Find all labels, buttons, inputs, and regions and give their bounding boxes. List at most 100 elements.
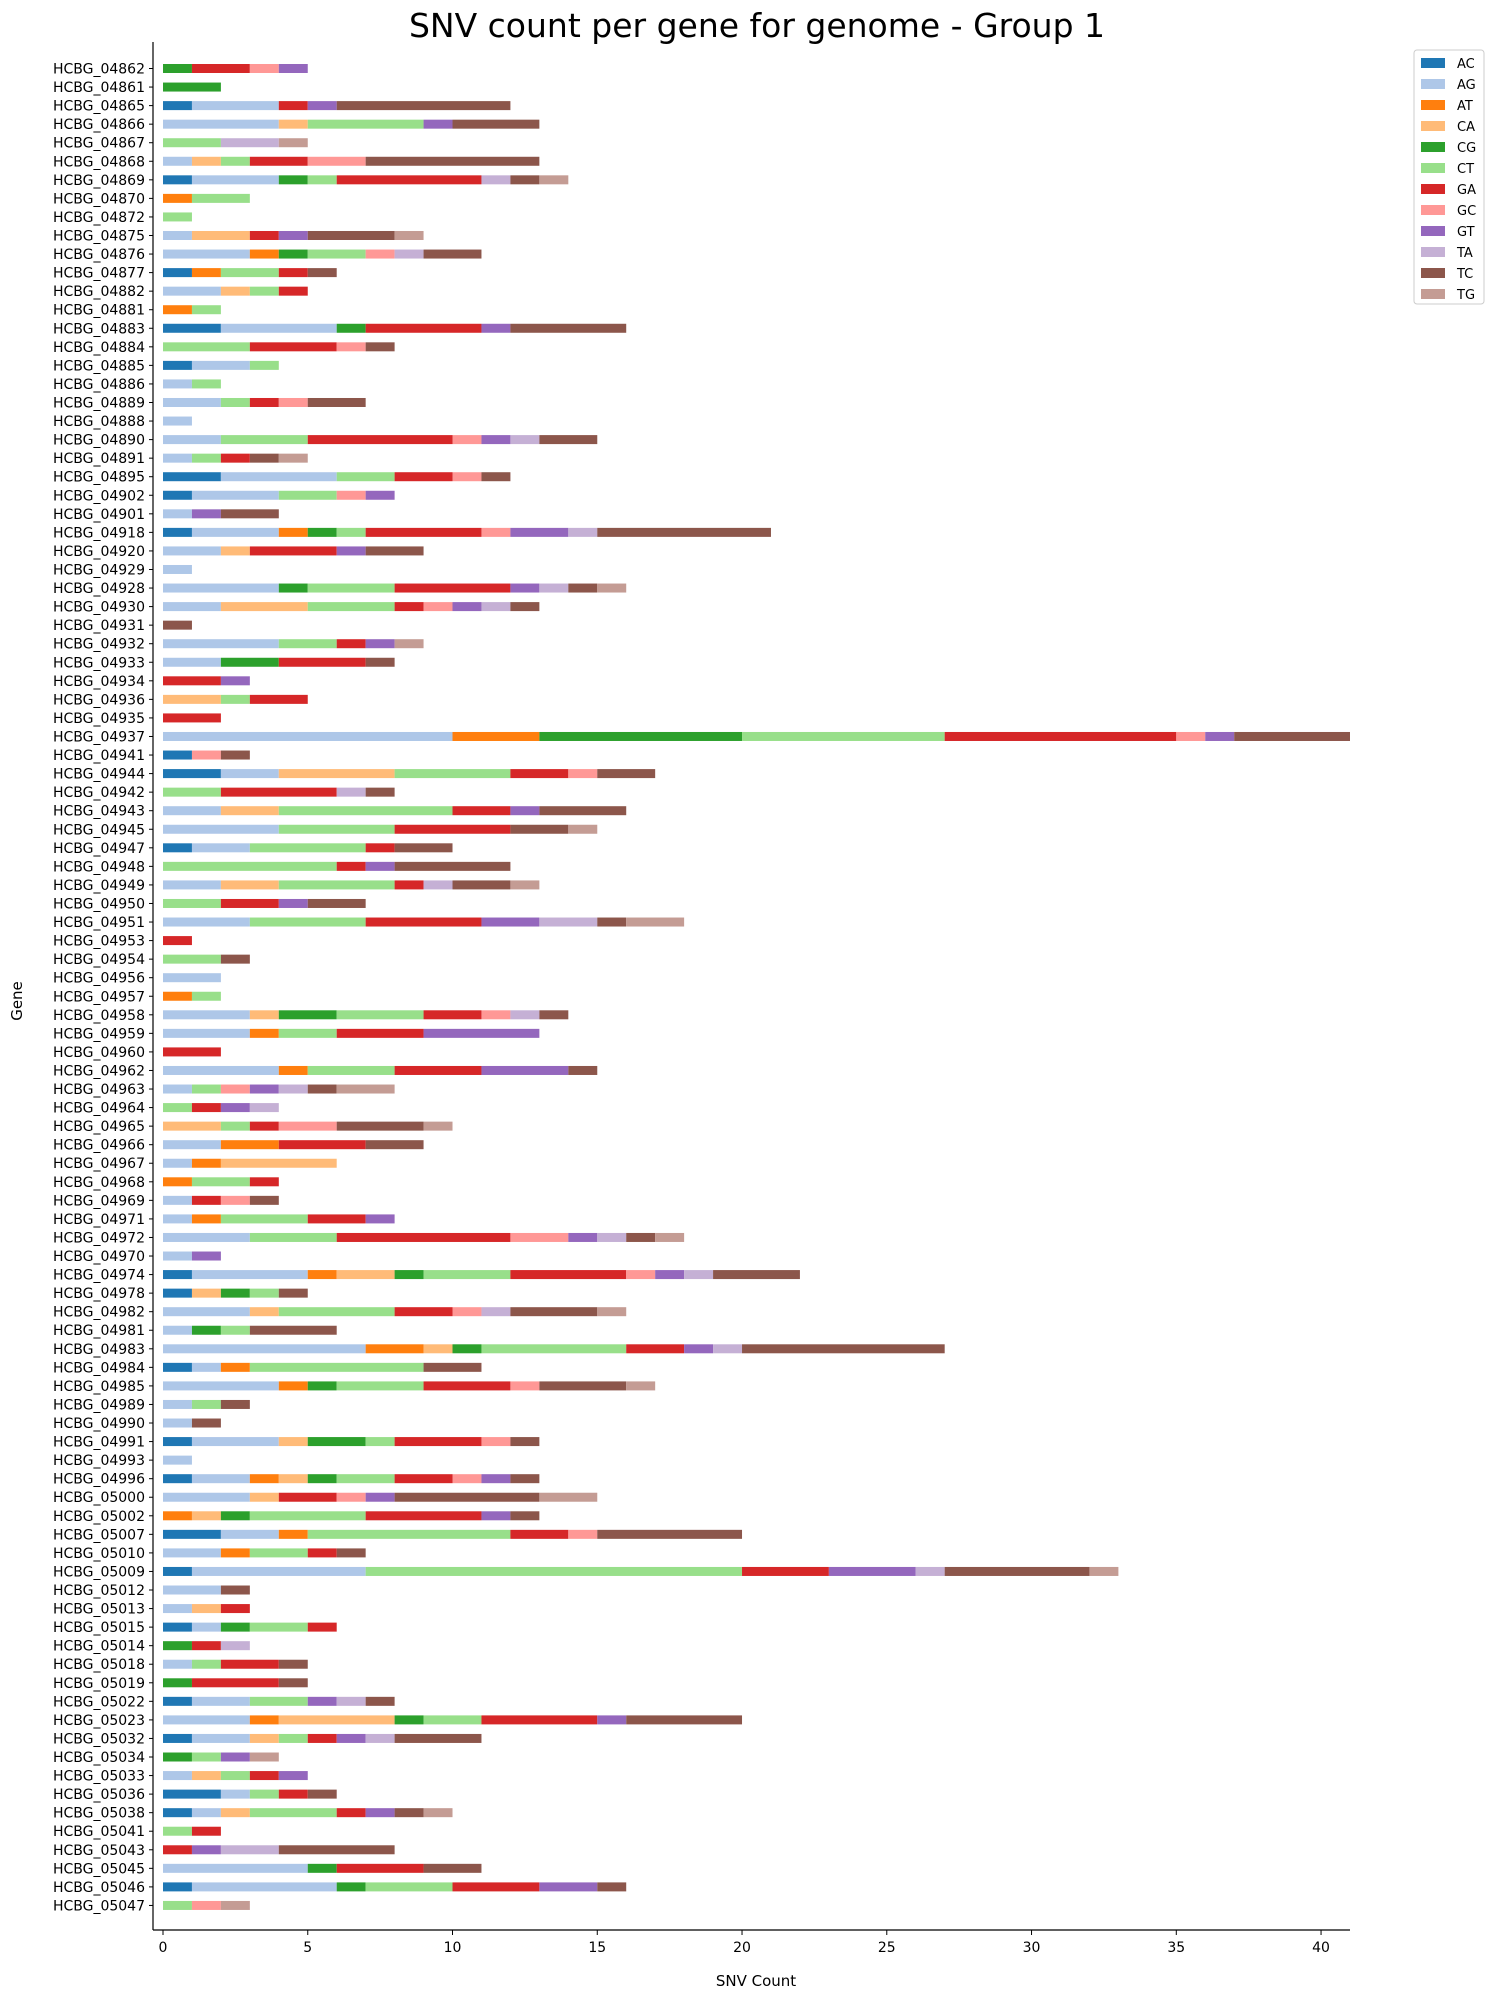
bar-segment-HCBG_05023-CA <box>278 1715 395 1725</box>
bar-segment-HCBG_05000-TC <box>394 1492 540 1502</box>
bar-segment-HCBG_04950-GA <box>220 898 279 908</box>
y-tick-label: HCBG_05012 <box>53 1583 145 1599</box>
bar-segment-HCBG_04930-AG <box>163 602 221 612</box>
bar-segment-HCBG_04972-GT <box>568 1232 598 1242</box>
legend-label-TC: TC <box>1456 267 1473 282</box>
legend-swatch-TG <box>1421 289 1445 299</box>
bar-segment-HCBG_04972-TG <box>655 1232 685 1242</box>
y-tick-label: HCBG_04991 <box>53 1435 145 1451</box>
bar-segment-HCBG_04949-CT <box>278 880 395 890</box>
bar-segment-HCBG_04918-AC <box>163 527 192 537</box>
bar-segment-HCBG_04985-GC <box>510 1381 540 1391</box>
bar-segment-HCBG_04989-AG <box>163 1399 192 1409</box>
bar-segment-HCBG_04962-AG <box>163 1065 279 1075</box>
bar-segment-HCBG_04984-TC <box>423 1362 482 1372</box>
bar-segment-HCBG_04991-CT <box>365 1437 395 1447</box>
bar-segment-HCBG_04996-CA <box>278 1474 308 1484</box>
bar-segment-HCBG_04883-GA <box>365 323 482 333</box>
bar-segment-HCBG_04966-AT <box>220 1140 279 1150</box>
y-tick-label: HCBG_04969 <box>53 1193 145 1209</box>
bar-segment-HCBG_04953-GA <box>163 936 192 946</box>
bar-segment-HCBG_05009-TG <box>1089 1566 1119 1576</box>
bar-segment-HCBG_04996-CG <box>307 1474 337 1484</box>
bar-segment-HCBG_05009-CT <box>365 1566 743 1576</box>
bar-segment-HCBG_04974-AG <box>191 1270 308 1280</box>
bar-segment-HCBG_04985-AG <box>163 1381 279 1391</box>
bar-segment-HCBG_04886-CT <box>191 379 221 389</box>
y-tick-label: HCBG_05047 <box>53 1898 145 1914</box>
bar-segment-HCBG_04958-GA <box>423 1010 482 1020</box>
bar-segment-HCBG_04971-GA <box>307 1214 366 1224</box>
bar-segment-HCBG_04951-TC <box>597 917 627 927</box>
y-tick-label: HCBG_04876 <box>53 247 145 263</box>
bar-segment-HCBG_04891-AG <box>163 453 192 463</box>
bar-segment-HCBG_04932-GT <box>365 639 395 649</box>
bar-segment-HCBG_05009-GA <box>742 1566 829 1576</box>
y-tick-label: HCBG_05034 <box>53 1750 145 1766</box>
bar-segment-HCBG_04963-GT <box>249 1084 279 1094</box>
bar-segment-HCBG_05023-CG <box>394 1715 424 1725</box>
bar-segment-HCBG_05019-GA <box>191 1678 279 1688</box>
bar-segment-HCBG_04949-TA <box>423 880 453 890</box>
y-tick-label: HCBG_05019 <box>53 1676 145 1692</box>
bar-segment-HCBG_04971-AT <box>191 1214 221 1224</box>
bar-segment-HCBG_04902-AC <box>163 490 192 500</box>
bar-segment-HCBG_05010-TC <box>336 1548 366 1558</box>
bar-segment-HCBG_04945-TC <box>510 824 569 834</box>
bar-segment-HCBG_04948-GA <box>336 861 366 871</box>
bar-segment-HCBG_04989-CT <box>191 1399 221 1409</box>
y-tick-label: HCBG_04971 <box>53 1212 145 1228</box>
bar-segment-HCBG_05002-AT <box>163 1511 192 1521</box>
bar-segment-HCBG_04970-GT <box>191 1251 221 1261</box>
bar-segment-HCBG_05022-TA <box>336 1696 366 1706</box>
bar-segment-HCBG_04882-GA <box>278 286 308 296</box>
bar-segment-HCBG_05032-CT <box>278 1733 308 1743</box>
y-tick-label: HCBG_04951 <box>53 915 145 931</box>
bar-segment-HCBG_04867-CT <box>163 138 221 148</box>
bar-segment-HCBG_04944-AC <box>163 769 221 779</box>
bar-segment-HCBG_04942-TC <box>365 787 395 797</box>
bar-segment-HCBG_05015-CG <box>220 1622 250 1632</box>
bar-segment-HCBG_04862-GT <box>278 64 308 73</box>
bar-segment-HCBG_04996-AC <box>163 1474 192 1484</box>
bar-segment-HCBG_05033-GT <box>278 1771 308 1781</box>
bar-segment-HCBG_04902-GC <box>336 490 366 500</box>
bar-segment-HCBG_05009-TC <box>944 1566 1090 1576</box>
bar-segment-HCBG_04996-GT <box>481 1474 511 1484</box>
bar-segment-HCBG_04974-GT <box>655 1270 685 1280</box>
bar-segment-HCBG_04895-GA <box>394 472 453 482</box>
bar-segment-HCBG_04982-CT <box>278 1307 395 1317</box>
bar-segment-HCBG_04949-AG <box>163 880 221 890</box>
bar-segment-HCBG_04883-TC <box>510 323 627 333</box>
bar-segment-HCBG_04962-GA <box>394 1065 482 1075</box>
bar-segment-HCBG_04982-GC <box>452 1307 482 1317</box>
bar-segment-HCBG_04958-GC <box>481 1010 511 1020</box>
bar-segment-HCBG_05023-CT <box>423 1715 482 1725</box>
bar-segment-HCBG_05000-TG <box>539 1492 598 1502</box>
legend-swatch-AT <box>1421 100 1445 110</box>
bar-segment-HCBG_05045-TC <box>423 1863 482 1873</box>
chart-title: SNV count per gene for genome - Group 1 <box>409 6 1105 45</box>
bar-segment-HCBG_04982-CA <box>249 1307 279 1317</box>
bar-segment-HCBG_04886-AG <box>163 379 192 389</box>
bar-segment-HCBG_04885-CT <box>249 360 279 370</box>
bar-segment-HCBG_04978-CA <box>191 1288 221 1298</box>
y-tick-label: HCBG_05041 <box>53 1824 145 1840</box>
bar-segment-HCBG_05013-AG <box>163 1604 192 1614</box>
y-tick-label: HCBG_04974 <box>53 1268 145 1284</box>
y-tick-label: HCBG_04996 <box>53 1472 145 1488</box>
bar-segment-HCBG_04996-TC <box>510 1474 540 1484</box>
bar-segment-HCBG_04918-GA <box>365 527 482 537</box>
bar-segment-HCBG_04983-GA <box>626 1344 685 1354</box>
bar-segment-HCBG_05014-TA <box>220 1641 250 1651</box>
bar-segment-HCBG_04883-AC <box>163 323 221 333</box>
bar-segment-HCBG_04918-AT <box>278 527 308 537</box>
bar-segment-HCBG_05047-CT <box>163 1900 192 1910</box>
y-tick-label: HCBG_05010 <box>53 1546 145 1562</box>
bar-segment-HCBG_05038-GT <box>365 1808 395 1818</box>
bar-segment-HCBG_04870-AT <box>163 193 192 203</box>
bar-segment-HCBG_04991-GA <box>394 1437 482 1447</box>
bar-segment-HCBG_04972-TA <box>597 1232 627 1242</box>
bar-segment-HCBG_05045-AG <box>163 1863 308 1873</box>
